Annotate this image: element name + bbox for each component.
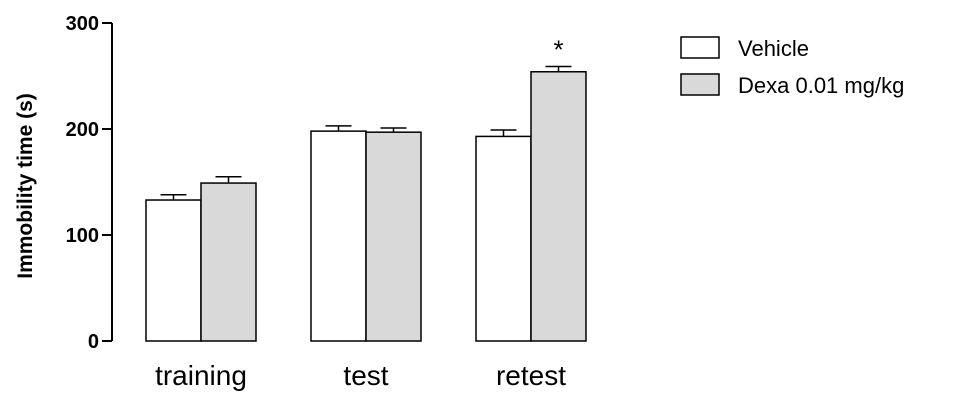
bar-training-series-1: [200, 182, 257, 342]
legend: Vehicle Dexa 0.01 mg/kg: [680, 36, 904, 98]
bars: *: [145, 34, 587, 342]
y-axis-title: Immobility time (s): [14, 93, 37, 279]
bar-retest-series-0: [475, 135, 532, 342]
y-tick-label: 100: [66, 225, 99, 247]
bar-training-series-0: [145, 199, 202, 342]
x-category-label: retest: [496, 360, 566, 391]
bar-test-series-0: [310, 130, 367, 342]
legend-label: Vehicle: [738, 36, 809, 61]
x-category-label: training: [155, 360, 247, 391]
x-category-label: test: [343, 360, 388, 391]
bar-test-series-1: [365, 131, 422, 342]
legend-swatch: [680, 73, 720, 96]
legend-label: Dexa 0.01 mg/kg: [738, 73, 904, 98]
y-tick-label: 200: [66, 119, 99, 141]
bar-retest-series-1: [530, 71, 587, 342]
legend-swatch: [680, 36, 720, 59]
axes: 0 100 200 300 training test retest: [66, 13, 567, 391]
y-tick-label: 300: [66, 13, 99, 35]
y-tick-label: 0: [88, 331, 99, 353]
significance-marker: *: [553, 34, 563, 64]
